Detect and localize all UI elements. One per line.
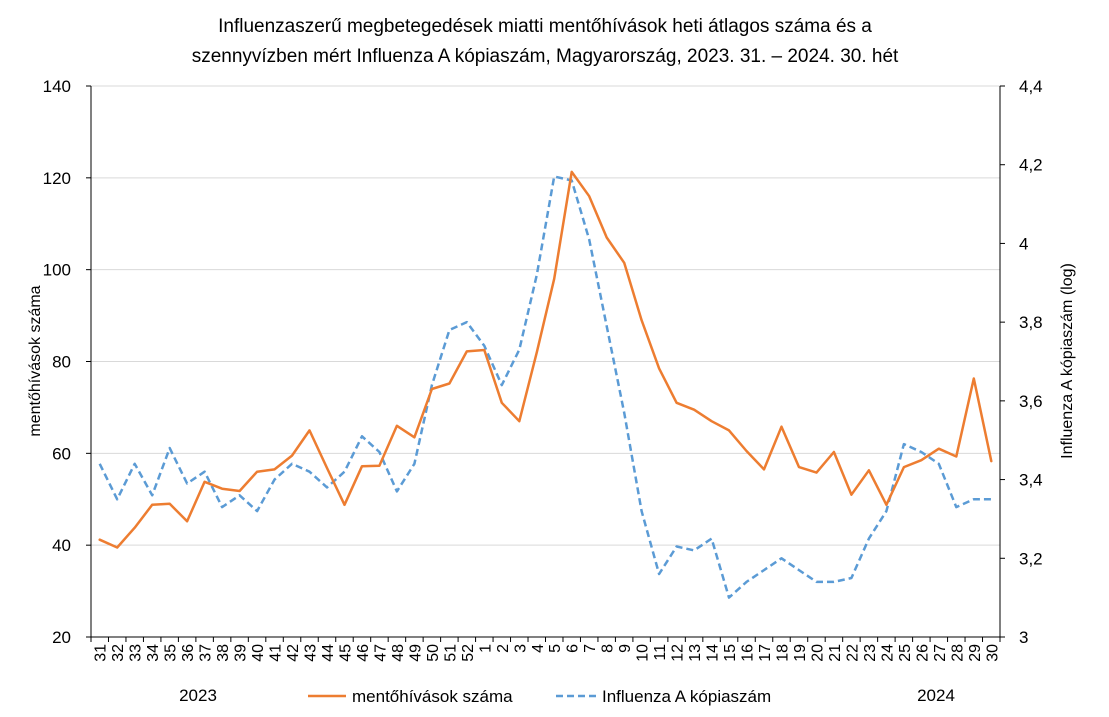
left-tick-label: 60: [52, 444, 71, 463]
right-tick-label: 3,6: [1019, 392, 1043, 411]
x-tick-label: 38: [215, 644, 232, 662]
x-tick-label: 7: [582, 644, 599, 653]
right-tick-label: 3,2: [1019, 549, 1043, 568]
chart-title-line1: Influenzaszerű megbetegedések miatti men…: [218, 16, 872, 37]
left-tick-label: 80: [52, 353, 71, 372]
x-tick-label: 31: [93, 644, 110, 662]
left-tick-label: 100: [43, 261, 71, 280]
x-tick-label: 42: [285, 644, 302, 662]
x-tick-label: 52: [460, 644, 477, 662]
x-tick-label: 43: [303, 644, 320, 662]
series-layer: [98, 170, 993, 599]
x-tick-label: 26: [914, 644, 931, 662]
x-tick-label: 12: [670, 644, 687, 662]
x-tick-label: 13: [687, 644, 704, 662]
right-tick-label: 3: [1019, 628, 1028, 647]
x-tick-label: 25: [897, 644, 914, 662]
x-tick-label: 21: [827, 644, 844, 662]
left-axis-ticks: 20 40 60 80 100 120 140: [43, 77, 91, 647]
x-tick-label: 17: [757, 644, 774, 662]
x-tick-label: 28: [949, 644, 966, 662]
x-tick-label: 5: [547, 644, 564, 653]
x-tick-label: 18: [774, 644, 791, 662]
right-tick-label: 4: [1019, 234, 1028, 253]
x-tick-label: 24: [879, 644, 896, 662]
left-tick-label: 120: [43, 169, 71, 188]
right-axis-ticks: 3 3,2 3,4 3,6 3,8 4 4,2 4,4: [1000, 77, 1043, 647]
x-tick-label: 46: [355, 644, 372, 662]
x-tick-label: 47: [372, 644, 389, 662]
chart-title-line2: szennyvízben mért Influenza A kópiaszám,…: [192, 46, 899, 67]
x-tick-label: 32: [110, 644, 127, 662]
x-tick-label: 16: [740, 644, 757, 662]
x-tick-label: 4: [530, 644, 547, 653]
legend-label-influenza: Influenza A kópiaszám: [602, 687, 771, 706]
gridlines: [91, 85, 1000, 546]
year-label-2024: 2024: [917, 686, 955, 705]
series-line-calls: [98, 170, 993, 549]
right-tick-label: 3,4: [1019, 471, 1043, 490]
x-tick-label: 33: [128, 644, 145, 662]
x-tick-label: 51: [442, 644, 459, 662]
x-tick-label: 8: [600, 644, 617, 653]
series-line-influenza: [98, 175, 992, 599]
right-tick-label: 3,8: [1019, 313, 1043, 332]
x-tick-label: 14: [705, 644, 722, 662]
x-tick-label: 11: [652, 644, 669, 661]
x-tick-label: 39: [233, 644, 250, 662]
x-tick-label: 50: [425, 644, 442, 662]
x-tick-label: 19: [792, 644, 809, 662]
x-tick-label: 1: [477, 644, 494, 653]
x-tick-label: 30: [984, 644, 1001, 662]
x-tick-label: 44: [320, 644, 337, 662]
x-tick-label: 41: [268, 644, 285, 662]
x-tick-label: 3: [512, 644, 529, 653]
x-tick-label: 15: [722, 644, 739, 662]
x-tick-label: 45: [337, 644, 354, 662]
x-tick-label: 6: [565, 644, 582, 653]
x-tick-label: 40: [250, 644, 267, 662]
x-tick-label: 27: [932, 644, 949, 662]
left-tick-label: 20: [52, 628, 71, 647]
x-tick-label: 23: [862, 644, 879, 662]
x-tick-label: 35: [163, 644, 180, 662]
x-tick-label: 9: [617, 644, 634, 653]
x-tick-label: 37: [198, 644, 215, 662]
right-axis-label: Influenza A kópiaszám (log): [1059, 263, 1076, 459]
x-tick-label: 48: [390, 644, 407, 662]
left-tick-label: 140: [43, 77, 71, 96]
x-axis-ticks: 31 32 33 34 35 36 37 38 39 40 41 42 43 44 45 46 47 48 49 50…: [90, 637, 1001, 662]
legend: mentőhívások száma Influenza A kópiaszám: [308, 687, 771, 706]
x-tick-label: 22: [844, 644, 861, 662]
x-tick-label: 49: [407, 644, 424, 662]
x-tick-label: 2: [495, 644, 512, 653]
legend-label-calls: mentőhívások száma: [352, 687, 513, 706]
right-tick-label: 4,2: [1019, 156, 1043, 175]
x-tick-label: 10: [635, 644, 652, 662]
left-tick-label: 40: [52, 536, 71, 555]
right-tick-label: 4,4: [1019, 77, 1043, 96]
x-tick-label: 34: [145, 644, 162, 662]
left-axis-label: mentőhívások száma: [27, 285, 44, 436]
x-tick-label: 29: [967, 644, 984, 662]
x-tick-label: 36: [180, 644, 197, 662]
year-label-2023: 2023: [179, 686, 217, 705]
x-tick-label: 20: [809, 644, 826, 662]
